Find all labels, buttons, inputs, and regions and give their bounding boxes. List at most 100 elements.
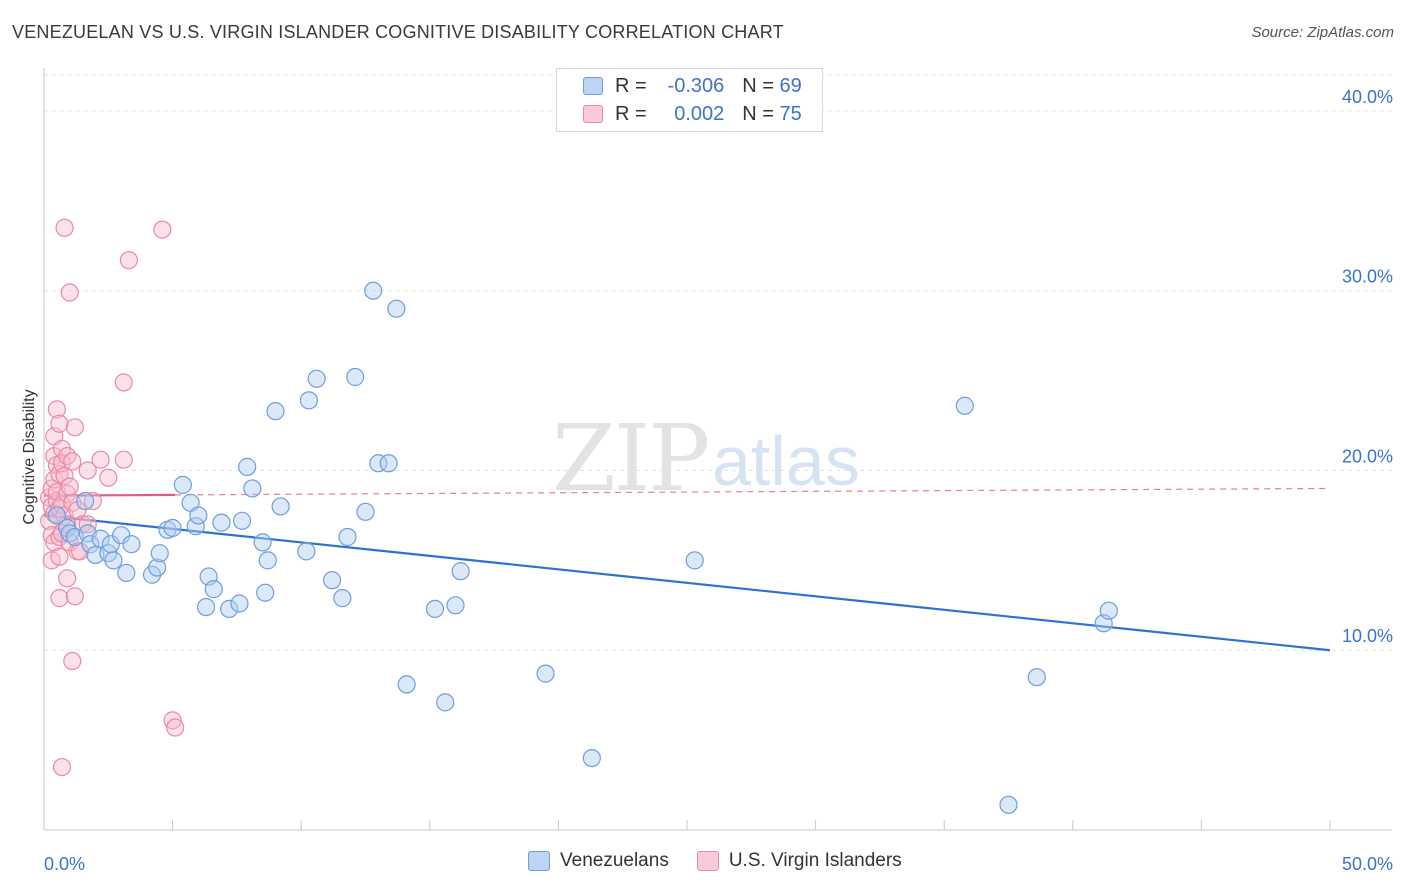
venezuelan-point: [999, 795, 1018, 814]
virgin-islanders-swatch: [696, 851, 719, 871]
venezuelan-point: [76, 491, 95, 511]
virgin-islander-point: [99, 468, 118, 487]
venezuelan-point: [220, 599, 239, 618]
venezuelan-point: [266, 402, 285, 421]
venezuelan-point: [1099, 601, 1118, 620]
venezuelan-point: [582, 748, 601, 768]
axes: [43, 68, 1392, 831]
watermark-zip: ZIP: [552, 405, 708, 512]
legend-label: Venezuelans: [560, 850, 669, 871]
virgin-islander-point: [163, 711, 182, 730]
virgin-islander-point: [114, 450, 133, 469]
legend-row-venezuelans: R = -0.306 N = 69: [583, 73, 802, 99]
virgin-islander-point: [55, 218, 74, 237]
x-tick-label: 0.0%: [44, 854, 85, 874]
venezuelan-point: [230, 594, 249, 613]
r-label: R =: [615, 102, 647, 125]
virgin-islanders-trend-extension: [175, 487, 1331, 496]
y-tick-label: 10.0%: [1342, 626, 1393, 646]
venezuelan-point: [356, 502, 375, 521]
venezuelan-point: [148, 558, 167, 577]
venezuelan-point: [338, 527, 357, 547]
virgin-islander-point: [91, 450, 110, 469]
virgin-islander-point: [50, 414, 69, 433]
venezuelan-point: [196, 597, 216, 617]
legend-item-virgin-islanders: U.S. Virgin Islanders: [696, 850, 902, 872]
venezuelan-point: [299, 391, 319, 410]
venezuelan-point: [60, 524, 79, 543]
virgin-islander-point: [47, 400, 66, 419]
n-value: 69: [779, 74, 802, 97]
virgin-islander-point: [63, 452, 82, 471]
y-tick-label: 30.0%: [1342, 267, 1393, 287]
venezuelan-point: [955, 396, 974, 415]
venezuelan-point: [322, 571, 342, 590]
legend-row-virgin-islanders: R = 0.002 N = 75: [583, 101, 802, 127]
venezuelan-point: [297, 542, 316, 561]
watermark-atlas: atlas: [712, 422, 860, 500]
venezuelans-swatch: [528, 851, 550, 871]
virgin-islander-point: [50, 547, 69, 566]
venezuelan-point: [536, 664, 555, 683]
venezuelan-point: [204, 580, 223, 599]
venezuelan-point: [173, 475, 192, 494]
venezuelan-point: [186, 517, 205, 536]
venezuelan-point: [685, 551, 704, 570]
virgin-islander-point: [58, 569, 77, 588]
venezuelan-point: [451, 562, 470, 581]
virgin-islander-point: [78, 461, 97, 480]
venezuelan-point: [379, 454, 398, 473]
virgin-islander-point: [166, 718, 185, 737]
venezuelan-point: [271, 497, 290, 516]
r-value: -0.306: [667, 74, 725, 97]
venezuelan-point: [364, 281, 383, 300]
venezuelan-point: [436, 693, 455, 712]
correlation-legend: R = -0.306 N = 69 R = 0.002 N = 75: [556, 68, 823, 132]
venezuelan-point: [163, 518, 182, 538]
venezuelan-point: [307, 369, 326, 388]
venezuelan-point: [122, 535, 141, 554]
venezuelan-point: [346, 367, 365, 387]
watermark: ZIP atlas: [552, 405, 860, 512]
venezuelan-point: [369, 454, 388, 473]
venezuelan-point: [189, 506, 208, 525]
venezuelan-point: [47, 506, 66, 525]
virgin-islander-point: [153, 220, 172, 239]
n-label: N =: [742, 74, 774, 97]
x-tick-label: 50.0%: [1342, 854, 1393, 874]
venezuelan-point: [112, 526, 131, 545]
venezuelan-point: [1027, 668, 1046, 687]
virgin-islander-point: [58, 484, 77, 503]
venezuelan-point: [397, 675, 416, 694]
venezuelan-point: [243, 479, 262, 498]
venezuelan-point: [446, 596, 465, 615]
y-tick-label: 20.0%: [1342, 446, 1393, 466]
venezuelan-point: [253, 533, 272, 552]
venezuelan-point: [232, 511, 252, 530]
venezuelan-point: [333, 589, 352, 608]
virgin-islander-point: [114, 373, 133, 392]
virgin-islander-point: [55, 466, 74, 485]
virgin-islander-point: [119, 251, 138, 270]
virgin-islanders-trend-line: [43, 493, 176, 497]
venezuelan-point: [425, 599, 445, 618]
venezuelan-point: [258, 551, 277, 570]
virgin-islander-point: [52, 757, 72, 777]
chart-title: VENEZUELAN VS U.S. VIRGIN ISLANDER COGNI…: [12, 22, 784, 42]
venezuelan-point: [238, 457, 257, 476]
trend-lines: [43, 487, 1331, 652]
virgin-islander-point: [65, 587, 84, 606]
n-value: 75: [779, 102, 802, 125]
venezuelans-swatch: [583, 77, 603, 95]
virgin-islander-point: [58, 446, 77, 466]
series-legend: Venezuelans U.S. Virgin Islanders: [528, 850, 930, 872]
venezuelan-point: [117, 563, 136, 583]
virgin-islander-point: [65, 418, 84, 437]
source-label: Source: ZipAtlas.com: [1251, 24, 1394, 41]
venezuelan-point: [81, 535, 100, 554]
virgin-islander-point: [60, 477, 79, 496]
y-axis-label: Cognitive Disability: [21, 389, 38, 524]
n-label: N =: [742, 102, 774, 125]
data-points: [40, 218, 1118, 814]
